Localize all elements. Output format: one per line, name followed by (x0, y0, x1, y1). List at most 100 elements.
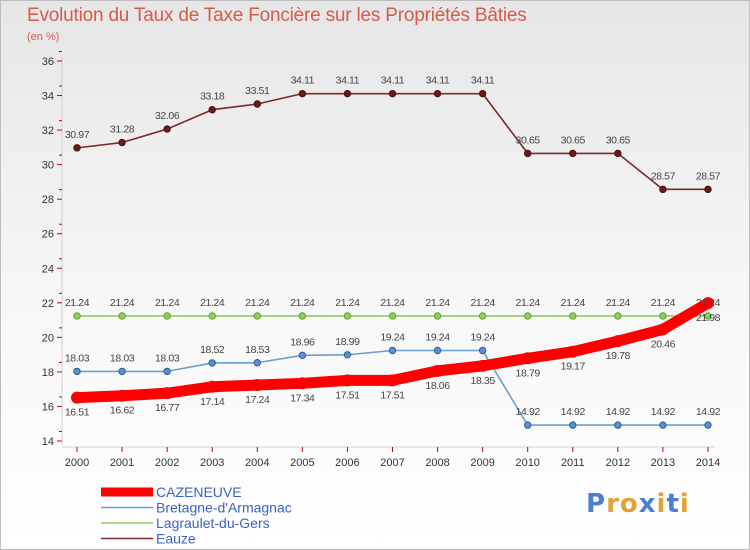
data-label: 19.17 (561, 361, 586, 373)
data-label: 14.92 (561, 406, 586, 418)
data-point (478, 346, 487, 355)
data-label: 18.03 (155, 352, 180, 364)
data-point (701, 297, 714, 310)
data-point (208, 312, 216, 320)
data-label: 17.14 (200, 396, 225, 408)
data-point (118, 312, 126, 320)
x-tick-label: 2005 (290, 457, 314, 469)
data-label: 21.24 (290, 297, 315, 309)
data-label: 21.24 (200, 297, 225, 309)
data-point (343, 312, 352, 320)
logo-letter: r (606, 489, 620, 519)
x-tick-label: 2007 (380, 457, 404, 469)
data-label: 21.24 (516, 297, 541, 309)
data-label: 18.52 (200, 344, 225, 356)
x-tick-label: 2011 (561, 457, 585, 469)
data-point (433, 312, 442, 320)
chart-title: Evolution du Taux de Taxe Foncière sur l… (27, 5, 527, 26)
data-point (433, 346, 442, 355)
data-label: 17.24 (245, 394, 270, 406)
data-point (704, 185, 712, 194)
data-label: 34.11 (426, 75, 450, 87)
data-point (208, 106, 216, 114)
x-tick-label: 2012 (606, 457, 630, 469)
x-tick-label: 2010 (515, 457, 539, 469)
data-point (163, 125, 171, 133)
data-label: 17.34 (290, 392, 315, 404)
data-point (521, 352, 534, 365)
data-label: 18.03 (65, 352, 90, 364)
y-tick-label: 26 (42, 229, 54, 241)
x-tick-label: 2014 (696, 457, 720, 469)
data-point (116, 389, 129, 402)
data-label: 18.53 (245, 344, 270, 356)
data-point (208, 359, 216, 367)
data-point (388, 89, 397, 98)
y-tick-label: 22 (42, 298, 54, 310)
data-label: 18.99 (335, 336, 360, 348)
legend-label: Bretagne-d'Armagnac (156, 500, 292, 516)
data-label: 21.24 (696, 297, 721, 309)
data-point (659, 185, 667, 194)
y-tick-label: 24 (42, 263, 54, 275)
data-label: 28.57 (696, 170, 721, 182)
data-label: 30.65 (561, 134, 586, 146)
x-tick-label: 2000 (65, 457, 89, 469)
data-point (659, 312, 667, 320)
data-label: 21.24 (606, 297, 631, 309)
data-point (569, 149, 577, 158)
data-label: 21.24 (155, 297, 180, 309)
data-point (566, 345, 579, 358)
data-point (296, 377, 309, 390)
data-point (569, 312, 577, 320)
data-point (524, 312, 532, 320)
x-tick-label: 2001 (110, 457, 134, 469)
data-point (206, 380, 219, 393)
data-point (163, 367, 171, 376)
data-point (298, 89, 307, 98)
data-label: 21.24 (245, 297, 270, 309)
data-point (388, 346, 397, 355)
data-point (388, 312, 397, 320)
x-tick-label: 2006 (335, 457, 359, 469)
data-label: 21.24 (425, 297, 450, 309)
data-point (431, 364, 444, 377)
x-tick-label: 2002 (155, 457, 179, 469)
data-label: 34.11 (381, 75, 405, 87)
data-point (253, 100, 261, 108)
data-label: 34.11 (336, 75, 360, 87)
data-point (298, 351, 307, 360)
data-point (71, 391, 83, 404)
data-label: 21.24 (65, 297, 90, 309)
data-label: 20.46 (651, 338, 676, 350)
data-label: 18.06 (425, 380, 450, 392)
data-label: 21.24 (561, 297, 586, 309)
y-tick-label: 34 (42, 91, 54, 103)
data-point (73, 312, 81, 320)
logo-letter: P (586, 489, 607, 519)
data-label: 28.57 (651, 170, 676, 182)
legend-label: Eauze (156, 531, 196, 547)
data-label: 30.65 (516, 134, 541, 146)
data-label: 18.03 (110, 352, 135, 364)
data-point (611, 335, 624, 348)
data-point (118, 367, 126, 376)
data-point (478, 312, 487, 320)
data-point (478, 89, 487, 98)
data-label: 16.77 (155, 402, 180, 414)
x-tick-label: 2013 (651, 457, 675, 469)
data-label: 30.65 (606, 134, 631, 146)
data-label: 34.11 (291, 75, 315, 87)
data-label: 17.51 (380, 389, 405, 401)
data-label: 21.24 (110, 297, 135, 309)
data-label: 30.97 (65, 129, 90, 141)
unit-label: (en %) (27, 31, 60, 43)
x-tick-label: 2004 (245, 457, 269, 469)
data-label: 19.24 (425, 331, 450, 343)
data-label: 14.92 (651, 406, 676, 418)
data-label: 34.11 (471, 75, 495, 87)
data-point (251, 379, 264, 392)
y-tick-label: 16 (42, 401, 54, 413)
data-point (118, 138, 126, 147)
